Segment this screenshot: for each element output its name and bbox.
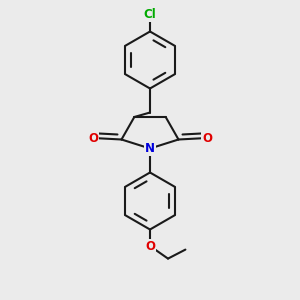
Text: Cl: Cl: [144, 8, 156, 22]
Text: O: O: [145, 239, 155, 253]
Text: N: N: [145, 142, 155, 155]
Text: O: O: [202, 131, 212, 145]
Text: O: O: [88, 131, 98, 145]
